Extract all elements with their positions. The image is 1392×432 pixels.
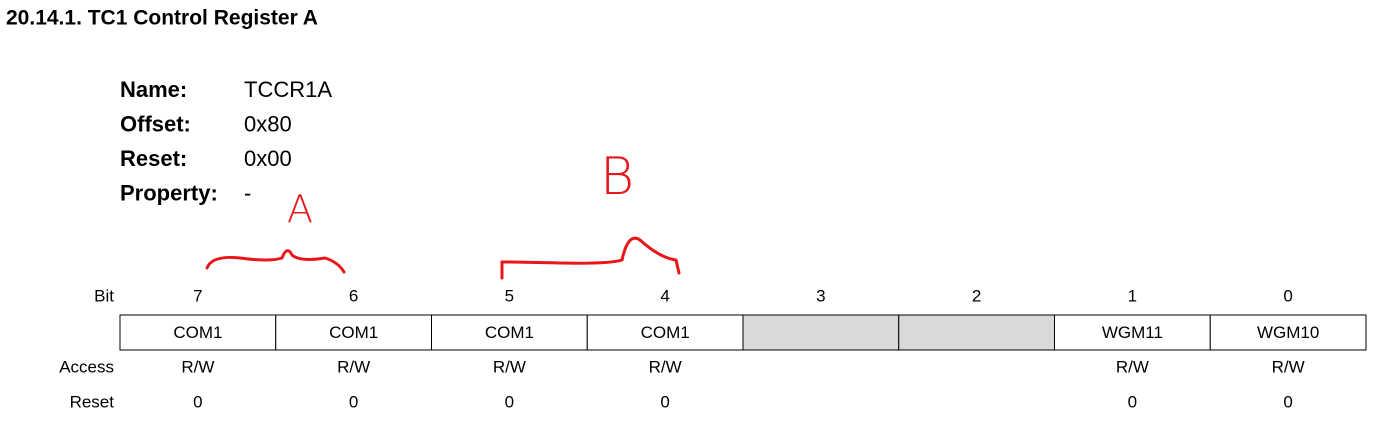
bit-reset: 0 (193, 392, 202, 411)
bit-name: WGM11 (1102, 323, 1163, 342)
bit-cell (1054, 314, 1211, 351)
field-label: Offset: (120, 111, 191, 136)
bit-number: 7 (193, 286, 202, 305)
bit-number: 3 (816, 286, 825, 305)
bit-number: 1 (1128, 286, 1137, 305)
bit-reset: 0 (1283, 392, 1292, 411)
bit-name: COM1 (641, 323, 690, 342)
annotation-b: B (600, 147, 634, 207)
bit-number: 6 (349, 286, 358, 305)
bit-cell (431, 314, 588, 351)
register-info: Name: TCCR1A Offset: 0x80 Reset: 0x00 Property… (120, 77, 332, 206)
register-table: 7 COM1 R/W 0 6 COM1 R/W 0 5 COM1 R/W 0 4 COM1 R/W 0 3 2 1 W… (119, 286, 1367, 411)
bit-access: R/W (649, 357, 682, 376)
bit-cell (1209, 314, 1367, 351)
bit-reset: 0 (349, 392, 358, 411)
bit-cell (275, 314, 432, 351)
bit-cell (742, 314, 900, 351)
row-label: Reset (70, 392, 115, 411)
field-label: Property: (120, 180, 218, 205)
bit-number: 5 (505, 286, 514, 305)
row-label: Access (59, 357, 114, 376)
bit-access: R/W (493, 357, 526, 376)
bit-reset: 0 (505, 392, 514, 411)
bit-name: COM1 (485, 323, 534, 342)
bit-number: 0 (1283, 286, 1292, 305)
field-value: 0x00 (244, 146, 292, 171)
bit-access: R/W (1272, 357, 1305, 376)
bracket-a (205, 249, 346, 274)
bit-access: R/W (1116, 357, 1149, 376)
bit-number: 4 (660, 286, 669, 305)
row-label: Bit (94, 286, 114, 305)
bit-number: 2 (972, 286, 981, 305)
field-value: - (244, 180, 251, 205)
bracket-b (500, 236, 681, 280)
field-label: Reset: (120, 146, 187, 171)
field-value: 0x80 (244, 111, 292, 136)
bit-name: COM1 (329, 323, 378, 342)
annotation-a: A (287, 188, 313, 232)
bit-name: WGM10 (1257, 323, 1319, 342)
bit-access: R/W (337, 357, 370, 376)
bit-reset: 0 (660, 392, 669, 411)
section-title: 20.14.1. TC1 Control Register A (6, 7, 318, 30)
bit-access: R/W (181, 357, 214, 376)
bit-cell (119, 314, 277, 351)
bit-reset: 0 (1128, 392, 1137, 411)
field-label: Name: (120, 77, 187, 102)
bit-cell (898, 314, 1055, 351)
bit-name: COM1 (173, 323, 222, 342)
field-value: TCCR1A (244, 77, 332, 102)
